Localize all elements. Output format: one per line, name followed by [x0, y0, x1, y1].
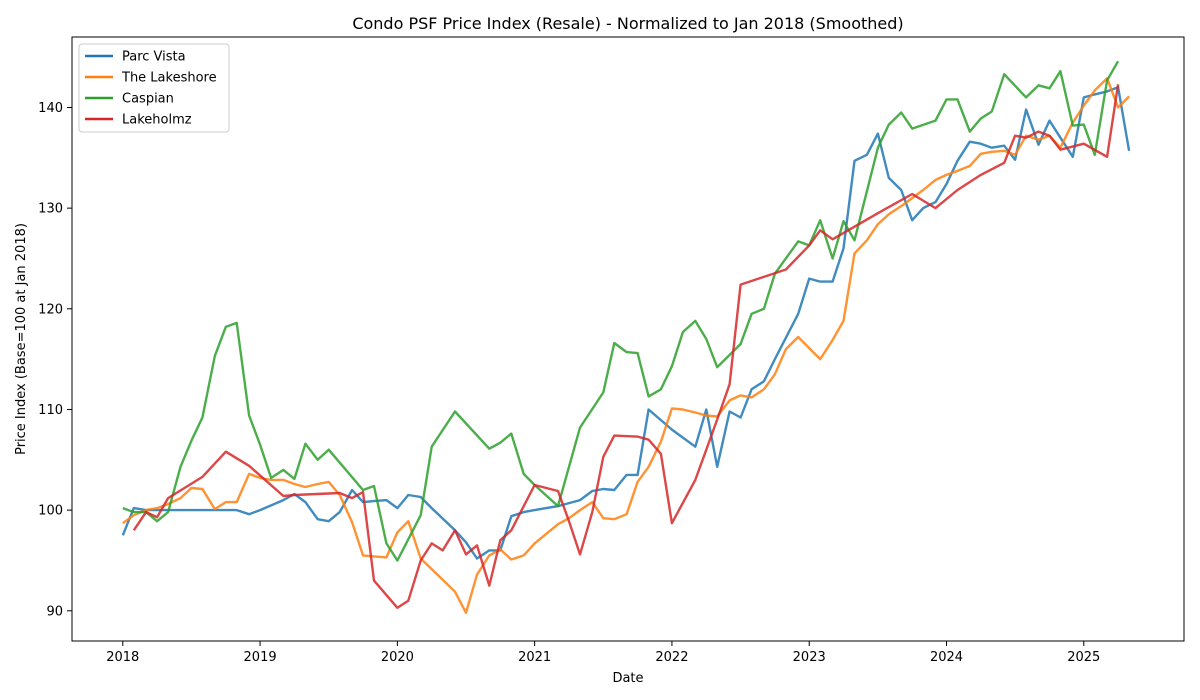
series-line-caspian	[122, 60, 1120, 562]
series-line-parc-vista	[121, 86, 1131, 560]
axes-frame	[71, 36, 1185, 642]
x-tick-label: 2022	[655, 650, 688, 665]
x-axis: 2018 2019 2020 2021 2022 2023 2024 2025	[106, 641, 1100, 665]
plot-area	[121, 60, 1131, 614]
x-tick-label: 2018	[106, 650, 139, 665]
y-tick-label: 90	[46, 604, 63, 619]
legend-label: Parc Vista	[122, 50, 186, 65]
x-tick-label: 2020	[381, 650, 414, 665]
legend-label: Caspian	[122, 92, 174, 107]
x-tick-label: 2021	[518, 650, 551, 665]
y-axis-title: Price Index (Base=100 at Jan 2018)	[14, 223, 29, 455]
legend: Parc Vista The Lakeshore Caspian Lakeholmz	[78, 43, 230, 133]
series-line-the-lakeshore	[122, 77, 1130, 614]
series-line-lakeholmz	[132, 84, 1120, 609]
y-tick-label: 120	[38, 302, 63, 317]
y-tick-label: 140	[38, 101, 63, 116]
y-tick-label: 100	[38, 504, 63, 519]
y-tick-label: 110	[38, 403, 63, 418]
x-tick-label: 2019	[244, 650, 277, 665]
legend-label: Lakeholmz	[122, 113, 192, 128]
chart-title: Condo PSF Price Index (Resale) - Normali…	[352, 14, 903, 33]
y-axis: 90 100 110 120 130 140	[38, 101, 72, 619]
x-tick-label: 2024	[930, 650, 963, 665]
legend-box	[78, 43, 230, 133]
x-tick-label: 2023	[793, 650, 826, 665]
legend-label: The Lakeshore	[121, 71, 217, 86]
x-tick-label: 2025	[1067, 650, 1100, 665]
x-axis-title: Date	[612, 671, 643, 686]
y-tick-label: 130	[38, 202, 63, 217]
